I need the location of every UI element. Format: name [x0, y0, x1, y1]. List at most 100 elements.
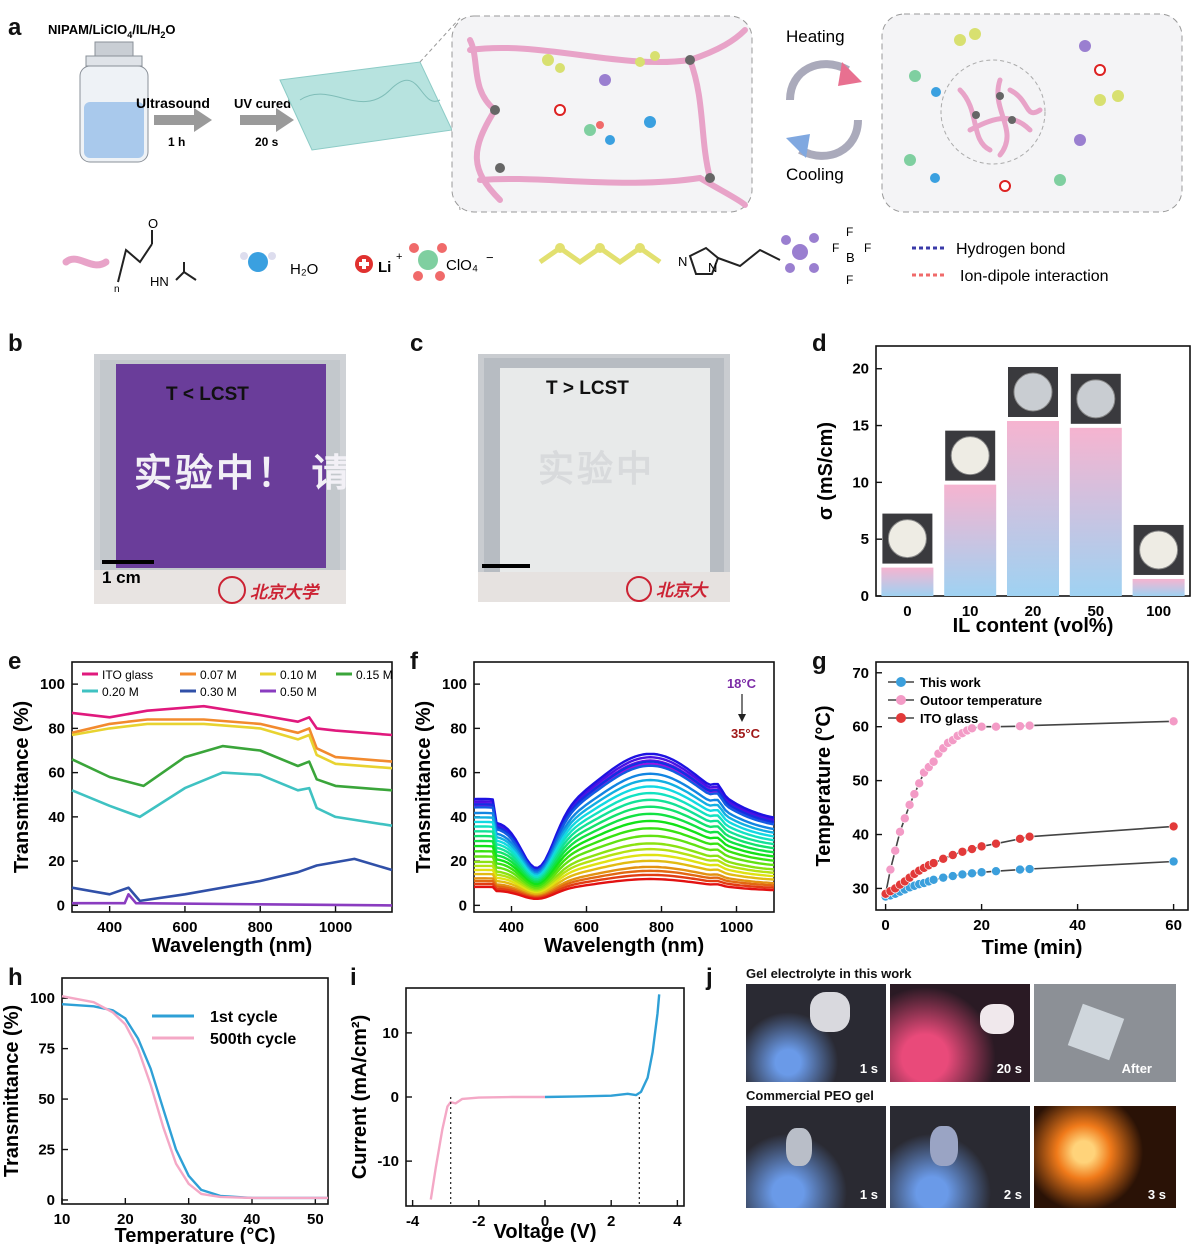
x-tick-label: 10 — [962, 603, 979, 620]
caption-4: 1 s — [859, 1187, 878, 1202]
data-point — [967, 868, 977, 879]
spectrum-curve — [474, 834, 775, 890]
lithium-ion-icon — [355, 255, 373, 273]
y-tick-label: 20 — [852, 361, 869, 378]
heating-label: Heating — [786, 27, 845, 46]
photo-above-lcst: T > LCST 实验中 北京大 — [478, 354, 730, 602]
x-tick-label: -4 — [406, 1213, 420, 1230]
series-line-0-50-M — [72, 893, 393, 907]
university-seal — [626, 576, 652, 602]
x-tick-label: 20 — [1025, 603, 1042, 620]
caption-2: 20 s — [996, 1061, 1022, 1076]
spectrum-curve — [473, 865, 775, 897]
y-tick-label: 60 — [450, 765, 467, 782]
panel-label-f: f — [410, 648, 418, 675]
y-tick-label: 0 — [459, 897, 467, 914]
y-tick-label: 15 — [852, 418, 869, 435]
data-point — [967, 723, 977, 734]
legend-hn: HN — [150, 274, 169, 289]
plot-frame — [875, 661, 1189, 911]
y-tick-label: 10 — [852, 474, 869, 491]
spectrum-curve — [474, 847, 775, 893]
sample-dish-50 — [1076, 379, 1116, 419]
condition-label: T > LCST — [546, 378, 629, 399]
x-tick-label: 10 — [54, 1211, 71, 1228]
peo-title: Commercial PEO gel — [746, 1088, 874, 1103]
data-point — [938, 853, 948, 864]
data-point — [991, 838, 1001, 849]
x-axis-label: Time (min) — [982, 937, 1083, 959]
y-tick-label: 20 — [450, 853, 467, 870]
legend-o: O — [148, 216, 158, 231]
chart-g-temperature-time: 0 20 40 60 30 40 50 60 70 Time (min) Temperature (… — [814, 661, 1189, 959]
bar-10 — [944, 484, 997, 596]
legend-marker — [896, 713, 906, 723]
y-tick-label: 100 — [30, 990, 55, 1007]
panel-label-j: j — [706, 964, 713, 991]
legend-label: 500th cycle — [210, 1031, 296, 1048]
series-line-0-15-M — [71, 744, 393, 792]
y-axis-label: Temperature (°C) — [814, 706, 835, 867]
heating-arrow — [786, 60, 850, 101]
series-line-ITO-glass — [71, 704, 393, 737]
x-axis-label: IL content (vol%) — [953, 615, 1114, 637]
panel-label-d: d — [812, 330, 827, 357]
y-tick-label: 70 — [852, 665, 869, 682]
spectrum-curve — [474, 778, 775, 876]
data-point — [1015, 721, 1025, 731]
series-line-negative — [429, 1095, 545, 1200]
temp-start-label: 18°C — [727, 676, 757, 691]
chart-e-transmittance-conc: 400 600 800 1000 0 20 40 60 80 100 Wavelength (nm)… — [11, 661, 393, 957]
spectrum-curve — [474, 859, 775, 896]
legend-li-charge: + — [396, 251, 402, 263]
series-line-positive — [544, 994, 661, 1099]
panel-a-schematic: NIPAM/LiClO4/IL/H2O Ultrasound 1 h UV cu… — [48, 13, 1183, 295]
polymer-chain-icon — [62, 255, 110, 269]
x-tick-label: 40 — [244, 1211, 261, 1228]
data-point — [976, 721, 987, 732]
panel-label-h: h — [8, 964, 23, 991]
x-tick-label: 100 — [1146, 603, 1171, 620]
spectrum-curve — [474, 877, 775, 900]
bar-0 — [881, 567, 934, 596]
spectrum-curve — [474, 798, 775, 881]
y-tick-label: 40 — [450, 809, 467, 826]
y-tick-label: 100 — [442, 676, 467, 693]
panel-label-i: i — [350, 964, 357, 991]
legend-label: 1st cycle — [210, 1009, 278, 1026]
series-line-0-20-M — [71, 771, 393, 827]
data-point — [948, 850, 958, 860]
x-tick-label: 0 — [541, 1213, 549, 1230]
y-axis-label: Transmittance (%) — [1, 1005, 23, 1177]
chart-i-lsv: -4 -2 0 2 4 -10 0 10 Voltage (V) Current (mA/cm²) — [350, 987, 685, 1243]
data-point — [976, 841, 987, 852]
legend-label: Outoor temperature — [920, 693, 1042, 708]
temp-arrow-head — [738, 714, 746, 722]
legend-b: B — [846, 250, 855, 265]
data-point — [914, 778, 924, 789]
data-point — [957, 869, 968, 880]
y-tick-label: 50 — [852, 773, 869, 790]
legend-marker — [896, 677, 906, 687]
chart-f-transmittance-temp: 400 600 800 1000 0 20 40 60 80 100 Wavelength (nm)… — [413, 661, 775, 957]
stamp-text: 北京大 — [656, 581, 707, 600]
x-tick-label: 20 — [117, 1211, 134, 1228]
y-tick-label: 25 — [38, 1142, 55, 1159]
data-point — [900, 813, 910, 824]
series-line-0-30-M — [71, 857, 393, 903]
data-point — [890, 845, 900, 856]
legend-label: 0.30 M — [200, 685, 237, 699]
legend-label: ITO glass — [920, 711, 978, 726]
legend-f-bottom: F — [846, 273, 853, 287]
data-point — [1015, 864, 1025, 875]
stamp-text: 北京大学 — [250, 583, 318, 602]
peo-photo-3: 3 s — [1034, 1106, 1176, 1208]
y-axis-label: Transmittance (%) — [413, 701, 435, 873]
data-point — [957, 846, 968, 857]
panel-label-b: b — [8, 330, 23, 357]
data-point — [991, 866, 1001, 876]
perchlorate-icon — [409, 243, 447, 281]
data-point — [895, 827, 905, 837]
gel-photo-2: 20 s — [890, 984, 1030, 1082]
caption-1: 1 s — [859, 1061, 878, 1076]
